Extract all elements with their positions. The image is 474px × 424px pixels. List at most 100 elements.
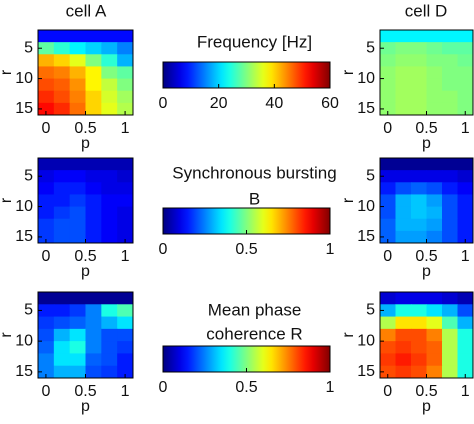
heatmap-cell — [380, 182, 396, 195]
heatmap-cell — [101, 102, 118, 116]
heatmap-cell — [380, 316, 396, 330]
heatmap-cell — [101, 292, 118, 305]
heatmap-cell — [442, 158, 458, 171]
heatmap-cell — [426, 316, 443, 330]
heatmap-cell — [85, 230, 102, 244]
heatmap-cell — [53, 90, 71, 104]
heatmap-cell — [426, 78, 443, 92]
heatmap-cell — [69, 230, 86, 244]
heatmap-cell — [411, 206, 427, 220]
heatmap-cell — [426, 54, 443, 67]
heatmap-cell — [101, 218, 118, 232]
panel-title: cell D — [405, 1, 448, 20]
heatmap-cell — [38, 206, 55, 220]
heatmap-cell — [117, 102, 134, 116]
heatmap-cell — [457, 102, 474, 116]
heatmap-cell — [85, 218, 102, 232]
heatmap-cell — [53, 78, 71, 92]
colorbar-tick-label: 1 — [326, 379, 335, 396]
heatmap-cell — [457, 341, 474, 354]
heatmap-cell — [457, 304, 474, 318]
heatmap-cell — [426, 292, 443, 305]
heatmap-cell — [38, 90, 55, 104]
heatmap-cell — [380, 328, 396, 342]
heatmap-cell — [85, 102, 102, 116]
heatmap-cell — [457, 316, 474, 330]
heatmap-cell — [38, 182, 55, 195]
heatmap-cell — [101, 78, 118, 92]
heatmap-cell — [395, 66, 412, 80]
y-tick-label: 15 — [15, 100, 33, 117]
heatmap-cell — [85, 304, 102, 318]
heatmap-cell — [411, 30, 427, 43]
x-tick-label: 1 — [121, 248, 130, 265]
heatmap-cell — [380, 102, 396, 116]
heatmap-cell — [442, 102, 458, 116]
heatmap-cell — [442, 304, 458, 318]
colorbar-tick-label: 40 — [265, 95, 283, 112]
heatmap-cell — [117, 182, 134, 195]
heatmap-cell — [38, 158, 55, 171]
y-axis-label: r — [0, 197, 15, 203]
heatmap-cell — [69, 316, 86, 330]
heatmap-cell — [442, 341, 458, 354]
heatmap-cell — [53, 230, 71, 244]
heatmap-cell — [38, 328, 55, 342]
heatmap-cell — [53, 30, 71, 43]
heatmap-cell — [395, 182, 412, 195]
heatmap-cell — [117, 78, 134, 92]
heatmap-cell — [53, 316, 71, 330]
heatmap-cell — [85, 78, 102, 92]
heatmap-cell — [69, 304, 86, 318]
y-tick-label: 5 — [24, 39, 33, 56]
y-tick-label: 15 — [357, 363, 375, 380]
heatmap-cell — [38, 230, 55, 244]
heatmap-cell — [101, 90, 118, 104]
y-tick-label: 5 — [366, 39, 375, 56]
heatmap-cell — [457, 206, 474, 220]
heatmap-cell — [117, 42, 134, 55]
heatmap-cell — [69, 102, 86, 116]
x-tick-label: 0 — [383, 383, 392, 400]
heatmap-cell — [69, 158, 86, 171]
heatmap-cell — [395, 90, 412, 104]
heatmap-cell — [117, 30, 134, 43]
heatmap-cell — [457, 194, 474, 208]
heatmap-cell — [442, 230, 458, 244]
heatmap-cell — [85, 316, 102, 330]
heatmap-cell — [395, 78, 412, 92]
heatmap-cell — [101, 54, 118, 67]
x-axis-label: p — [81, 398, 90, 415]
heatmap-cell — [457, 353, 474, 367]
heatmap-cell — [457, 230, 474, 244]
heatmap-cell — [426, 170, 443, 183]
y-tick-label: 10 — [15, 332, 33, 349]
heatmap-cell — [69, 194, 86, 208]
x-tick-label: 0 — [383, 248, 392, 265]
heatmap-cell — [69, 78, 86, 92]
heatmap-cell — [442, 218, 458, 232]
heatmap-cell — [411, 304, 427, 318]
heatmap-cell — [395, 206, 412, 220]
heatmap-cell — [442, 194, 458, 208]
heatmap-cell — [411, 353, 427, 367]
heatmap-cell — [442, 365, 458, 379]
heatmap-cell — [442, 30, 458, 43]
heatmap-cell — [53, 218, 71, 232]
colorbar-title: Frequency [Hz] — [197, 32, 312, 51]
heatmap-cell — [411, 316, 427, 330]
x-tick-label: 0.5 — [74, 248, 96, 265]
heatmap-cell — [69, 66, 86, 80]
heatmap-cell — [411, 194, 427, 208]
heatmap-cell — [85, 353, 102, 367]
heatmap-cell — [85, 170, 102, 183]
heatmap-cell — [69, 292, 86, 305]
heatmap-cell — [426, 218, 443, 232]
heatmap-cell — [411, 170, 427, 183]
heatmap-cell — [380, 365, 396, 379]
heatmap-cell — [101, 170, 118, 183]
y-tick-label: 10 — [15, 198, 33, 215]
heatmap-cell — [395, 341, 412, 354]
heatmap-cell — [69, 365, 86, 379]
heatmap-cell — [411, 66, 427, 80]
